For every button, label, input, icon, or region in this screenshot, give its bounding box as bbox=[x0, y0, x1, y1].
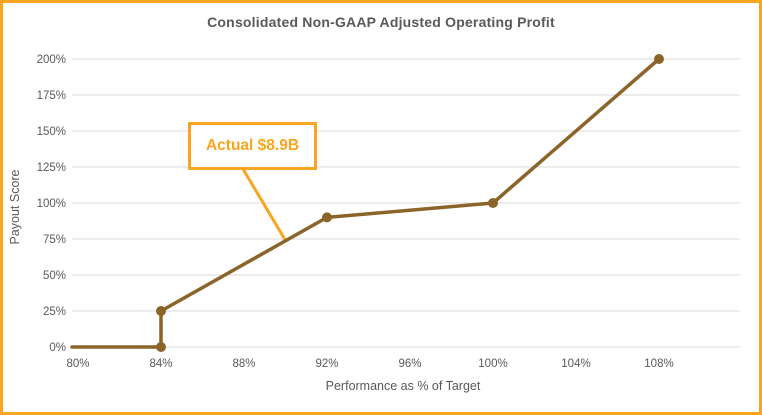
payout-curve-line bbox=[70, 57, 661, 349]
y-tick-label: 0% bbox=[49, 342, 66, 354]
data-point-marker bbox=[322, 212, 332, 223]
annotation-callout: Actual $8.9B bbox=[188, 122, 317, 170]
y-tick-label: 75% bbox=[43, 234, 66, 246]
annotation-leader-line bbox=[241, 168, 287, 242]
y-tick-label: 175% bbox=[37, 90, 66, 102]
x-axis-title: Performance as % of Target bbox=[325, 379, 481, 393]
x-tick-label: 100% bbox=[478, 358, 507, 370]
plot-area: 0% 25% 50% 75% 100% 125% 150% 175% 200% 80% 84% 88%… bbox=[37, 54, 740, 370]
x-tick-label: 108% bbox=[644, 358, 673, 370]
data-point-marker bbox=[156, 306, 166, 316]
chart-title: Consolidated Non-GAAP Adjusted Operating… bbox=[207, 14, 555, 30]
x-tick-label: 104% bbox=[561, 358, 590, 370]
x-tick-label: 84% bbox=[149, 358, 172, 370]
data-point-marker bbox=[488, 198, 498, 208]
x-tick-label: 88% bbox=[232, 358, 255, 370]
x-tick-label: 80% bbox=[66, 358, 89, 370]
data-point-marker bbox=[654, 54, 664, 64]
y-tick-label: 150% bbox=[37, 126, 66, 138]
y-tick-label: 100% bbox=[37, 198, 66, 210]
y-axis-title: Payout Score bbox=[8, 169, 22, 245]
data-point-marker bbox=[156, 342, 166, 352]
y-tick-label: 50% bbox=[43, 270, 66, 282]
y-tick-label: 25% bbox=[43, 306, 66, 318]
y-tick-label: 125% bbox=[37, 162, 66, 174]
annotation-label: Actual $8.9B bbox=[205, 137, 300, 154]
x-tick-label: 92% bbox=[315, 358, 338, 370]
x-tick-label: 96% bbox=[398, 358, 421, 370]
y-tick-label: 200% bbox=[37, 54, 66, 66]
